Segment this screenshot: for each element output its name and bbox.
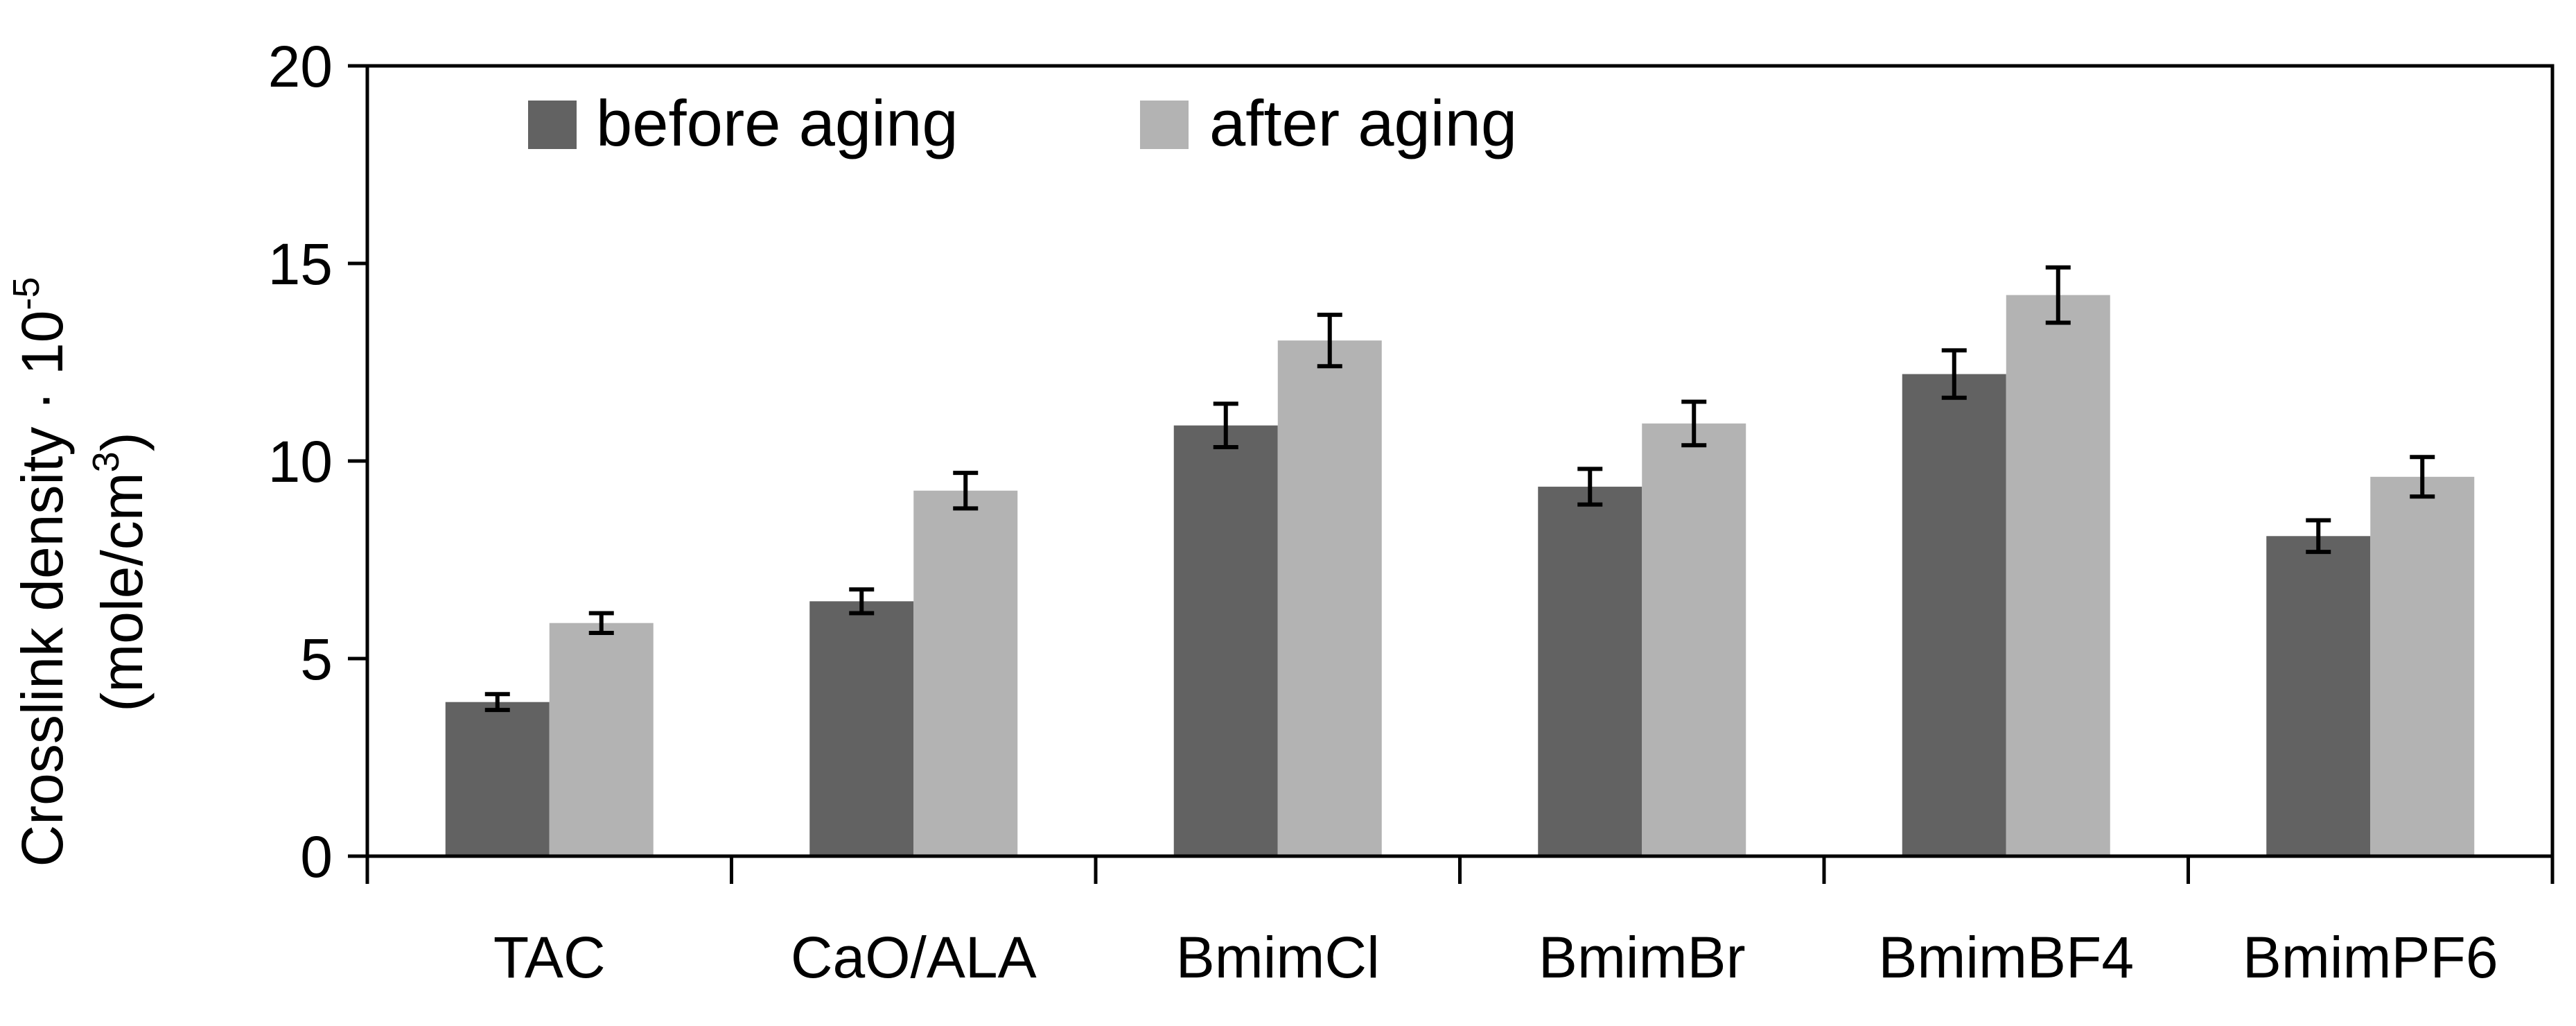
bar (1538, 487, 1642, 856)
bar (2006, 295, 2110, 857)
y-tick-label: 0 (300, 824, 333, 889)
bar (1173, 425, 1278, 856)
bar (809, 601, 914, 856)
legend-label-before-aging: before aging (596, 87, 958, 159)
bar (445, 702, 550, 856)
x-tick-label: BmimBr (1539, 925, 1746, 990)
x-tick-label: BmimCl (1176, 925, 1380, 990)
y-axis-label-line2-close: ) (89, 432, 155, 451)
y-tick-label: 5 (300, 627, 333, 692)
bar (1277, 340, 1382, 856)
y-tick-label: 20 (268, 34, 333, 99)
bars-layer (445, 295, 2475, 857)
x-axis-ticks: TAC CaO/ALA BmimCl BmimBr BmimBF4 BmimPF6 (365, 856, 2555, 990)
y-axis-label-line2-exponent: 3 (85, 451, 127, 472)
errorbars-layer (484, 265, 2435, 713)
x-tick-label: BmimPF6 (2243, 925, 2498, 990)
legend-swatch-before-aging (528, 101, 577, 149)
bar (2370, 476, 2475, 856)
x-tick-label: BmimBF4 (1878, 925, 2134, 990)
y-axis-label-line2-text: (mole/cm (89, 472, 155, 711)
y-axis-label: Crosslink density · 10-5 (mole/cm3) (6, 277, 155, 867)
y-axis-label-line2: (mole/cm3) (85, 432, 155, 711)
bar (913, 490, 1018, 856)
y-axis-label-line1: Crosslink density · 10-5 (6, 277, 75, 867)
plot-frame (365, 64, 2555, 858)
y-axis-ticks: 0 5 10 15 20 (268, 34, 367, 889)
y-axis-label-line1-exponent: -5 (6, 277, 47, 311)
x-tick-label: TAC (493, 925, 606, 990)
bar (2266, 536, 2371, 856)
y-tick-label: 15 (268, 232, 333, 297)
bar (549, 623, 654, 856)
legend: before aging after aging (528, 87, 1517, 159)
y-axis-label-line1-text: Crosslink density · 10 (10, 311, 75, 867)
legend-swatch-after-aging (1140, 101, 1189, 149)
legend-label-after-aging: after aging (1209, 87, 1517, 159)
x-tick-label: CaO/ALA (791, 925, 1037, 990)
bar (1642, 423, 1746, 856)
bar (1902, 374, 2006, 856)
y-tick-label: 10 (268, 429, 333, 494)
